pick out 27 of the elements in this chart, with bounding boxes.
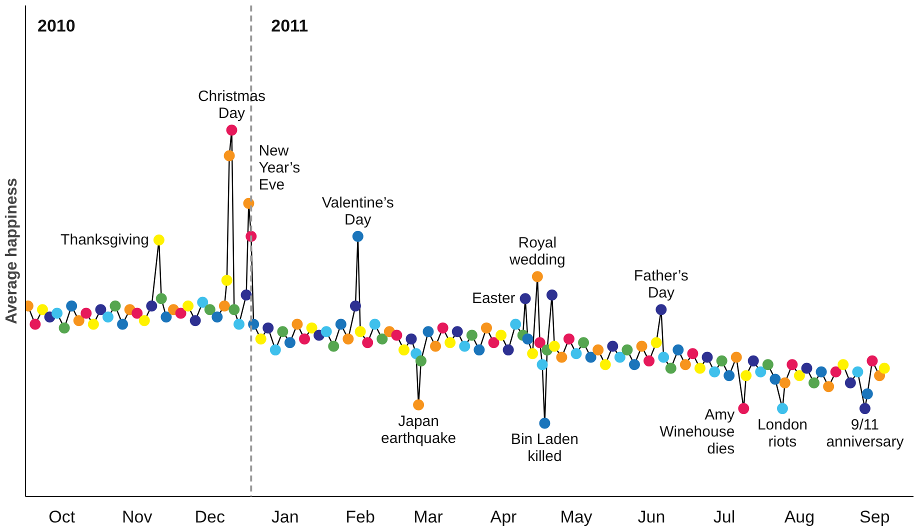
annotation: Thanksgiving	[60, 232, 149, 249]
x-tick-label: Jul	[713, 508, 736, 526]
x-tick-label: Nov	[122, 508, 153, 526]
x-tick-label: Dec	[194, 508, 226, 526]
x-tick-label: Apr	[490, 508, 518, 526]
text: 2010	[38, 16, 76, 36]
y-axis-title: Average happiness	[4, 178, 20, 324]
x-tick-label: Oct	[48, 508, 76, 526]
annotation: London riots	[757, 416, 808, 451]
annotation: Amy Winehouse dies	[660, 406, 736, 458]
annotation: Bin Laden killed	[510, 431, 578, 466]
annotation: Royal wedding	[508, 234, 566, 269]
annotation: 9/11 anniversary	[826, 416, 904, 451]
x-tick-label: May	[560, 508, 593, 526]
x-tick-label: Feb	[346, 508, 375, 526]
x-tick-label: Jan	[271, 508, 299, 526]
x-tick-label: Sep	[860, 508, 890, 526]
annotation: Japan earthquake	[381, 412, 456, 447]
x-tick-label: Mar	[414, 508, 444, 526]
x-tick-label: Jun	[638, 508, 666, 526]
ref-line-label: 2011	[271, 16, 308, 36]
x-tick-label: Aug	[784, 508, 815, 526]
annotation: Christmas Day	[198, 88, 266, 122]
annotation: Father’s Day	[634, 268, 688, 302]
annotation: Valentine’s Day	[322, 194, 394, 228]
annotation: Easter	[472, 290, 516, 308]
annotation: New Year’s Eve	[258, 142, 300, 194]
